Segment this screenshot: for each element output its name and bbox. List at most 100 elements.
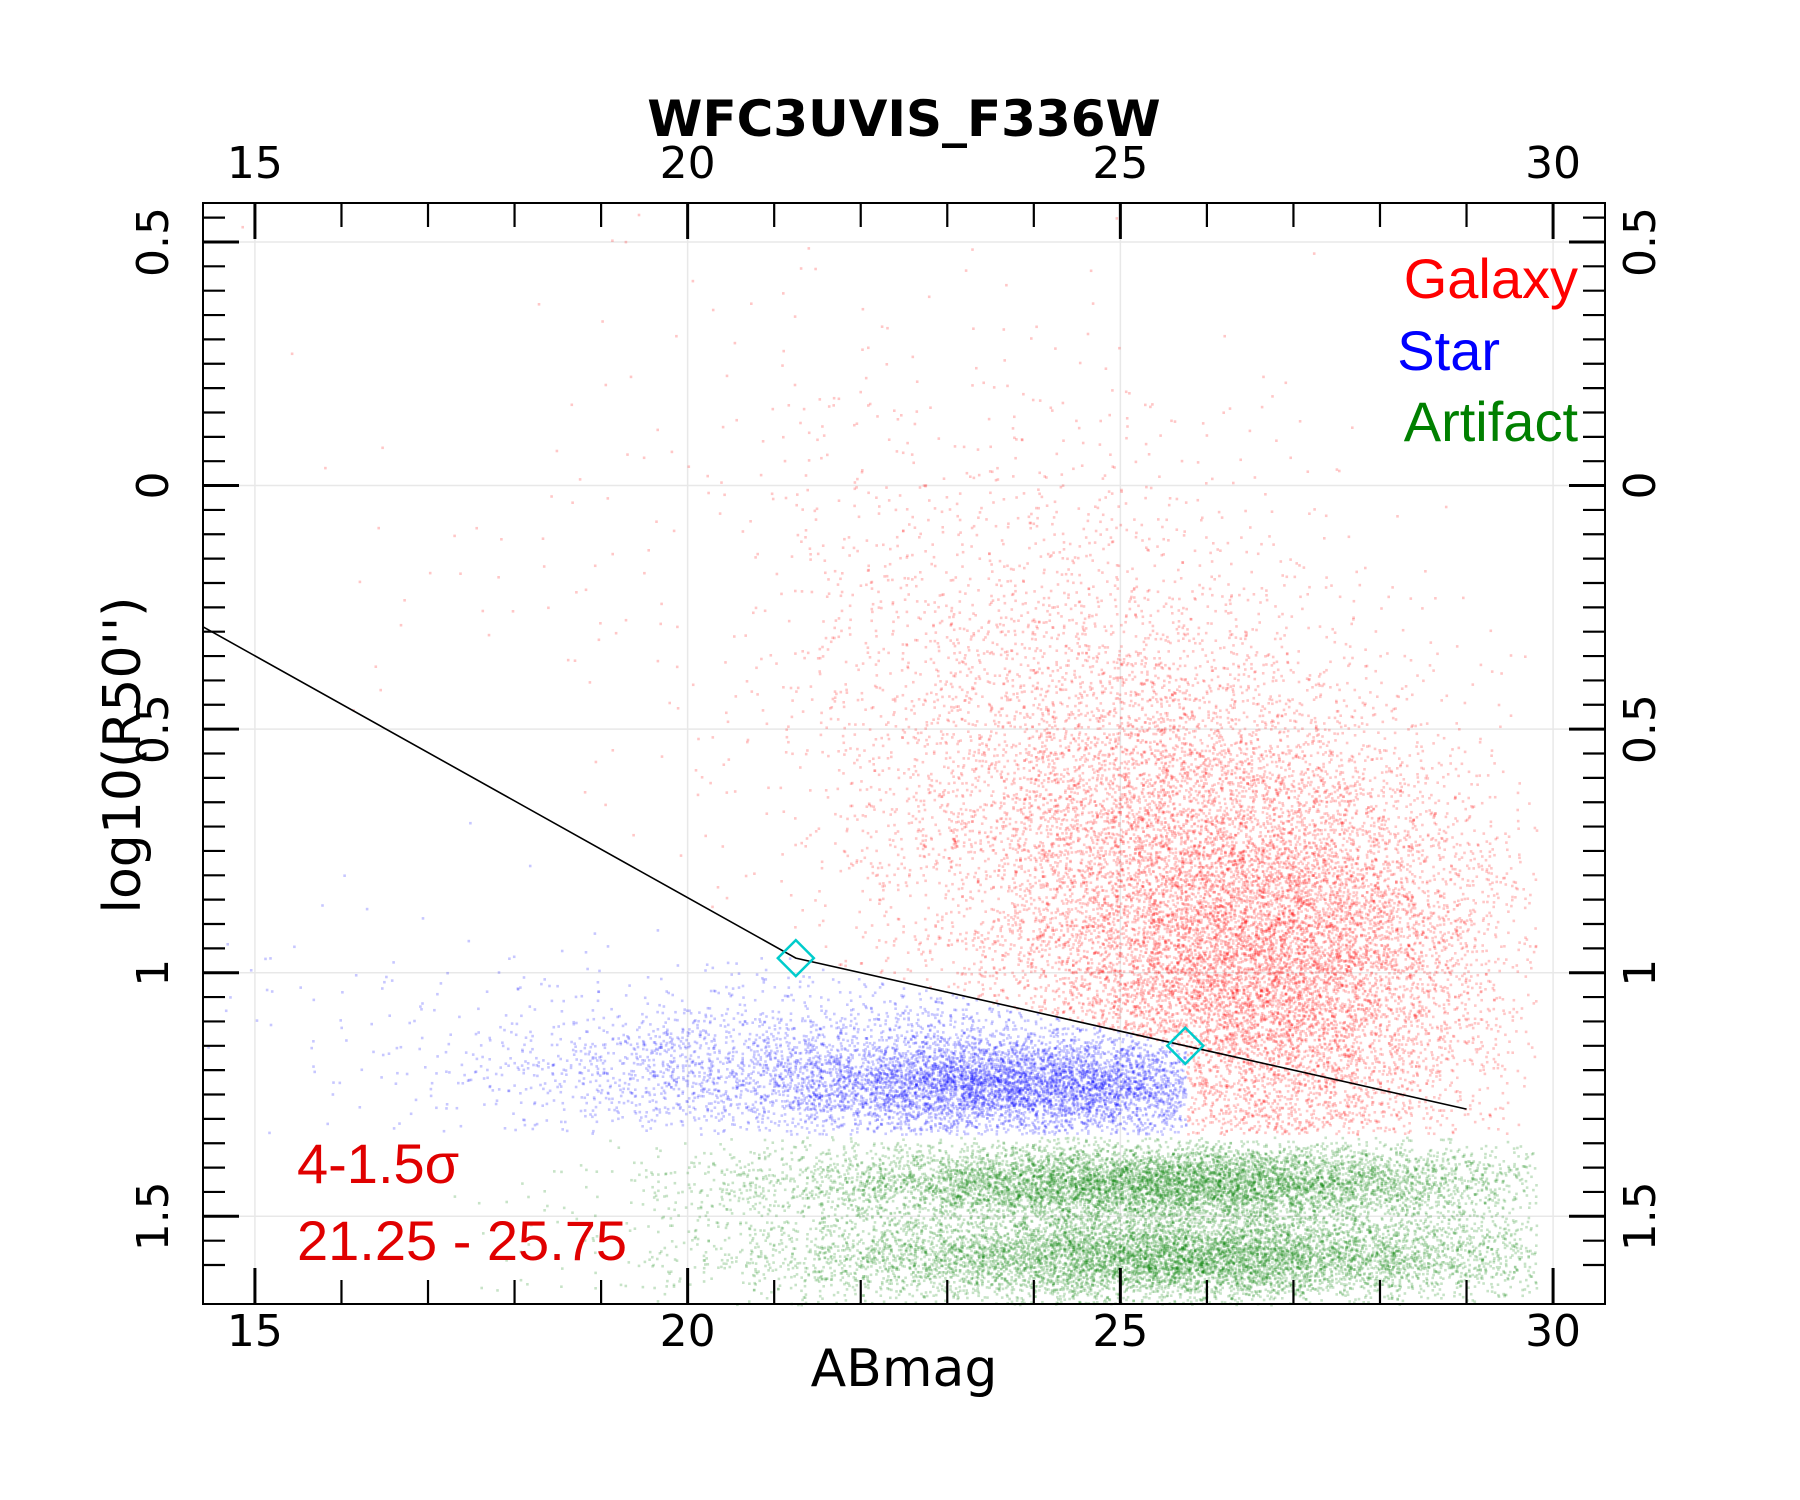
data-point bbox=[1516, 1069, 1520, 1073]
data-point bbox=[1335, 1044, 1339, 1047]
data-point bbox=[1077, 736, 1081, 740]
data-point bbox=[1353, 709, 1357, 713]
data-point bbox=[1340, 909, 1344, 913]
data-point bbox=[1348, 948, 1352, 952]
data-point bbox=[1447, 1050, 1451, 1054]
data-point bbox=[1308, 1049, 1312, 1052]
data-point bbox=[1454, 952, 1457, 955]
data-point bbox=[1166, 928, 1169, 931]
data-point bbox=[1439, 923, 1442, 927]
data-point bbox=[1253, 1080, 1256, 1083]
data-point bbox=[1379, 1085, 1382, 1089]
data-point bbox=[1227, 980, 1231, 983]
data-point bbox=[1296, 926, 1300, 930]
data-point bbox=[1091, 1000, 1095, 1003]
data-point bbox=[1146, 980, 1149, 984]
data-point bbox=[1329, 1091, 1333, 1094]
data-point bbox=[1248, 1067, 1251, 1071]
data-point bbox=[1131, 1031, 1135, 1034]
data-point bbox=[1258, 937, 1261, 940]
data-point bbox=[1284, 943, 1288, 946]
data-point bbox=[1317, 853, 1321, 857]
data-point bbox=[1207, 789, 1211, 793]
data-point bbox=[1178, 1023, 1181, 1027]
data-point bbox=[1311, 907, 1315, 910]
data-point bbox=[1277, 1095, 1281, 1098]
data-point bbox=[1226, 861, 1230, 864]
data-point bbox=[1388, 1066, 1391, 1069]
data-point bbox=[1410, 986, 1414, 990]
data-point bbox=[1348, 1073, 1351, 1077]
data-point bbox=[1261, 720, 1264, 723]
data-point bbox=[1276, 1122, 1279, 1125]
data-point bbox=[1255, 985, 1259, 988]
data-point bbox=[1177, 1025, 1181, 1029]
data-point bbox=[1490, 872, 1493, 875]
data-point bbox=[1103, 897, 1106, 901]
data-point bbox=[1455, 904, 1459, 907]
data-point bbox=[1411, 906, 1414, 910]
data-point bbox=[1151, 957, 1154, 961]
data-point bbox=[1307, 1014, 1311, 1018]
data-point bbox=[1257, 884, 1260, 888]
data-point bbox=[1269, 983, 1272, 986]
data-point bbox=[1256, 819, 1260, 822]
data-point bbox=[1259, 910, 1262, 913]
data-point bbox=[1344, 931, 1348, 934]
data-point bbox=[1229, 808, 1233, 812]
data-point bbox=[1383, 911, 1386, 915]
data-point bbox=[1285, 878, 1289, 881]
data-point bbox=[1331, 1035, 1335, 1038]
data-point bbox=[1384, 958, 1388, 962]
data-point bbox=[1223, 957, 1227, 961]
data-point bbox=[1192, 961, 1195, 965]
data-point bbox=[1072, 959, 1075, 962]
data-point bbox=[1260, 924, 1264, 927]
data-point bbox=[1475, 774, 1478, 778]
data-point bbox=[1280, 945, 1284, 949]
data-point bbox=[1231, 939, 1235, 942]
data-point bbox=[1316, 833, 1320, 836]
data-point bbox=[1472, 884, 1475, 887]
data-point bbox=[1265, 869, 1269, 873]
data-point bbox=[1146, 940, 1150, 944]
data-point bbox=[914, 737, 917, 740]
data-point bbox=[1200, 930, 1203, 934]
data-point bbox=[1429, 1023, 1432, 1027]
data-point bbox=[1218, 1095, 1222, 1098]
data-point bbox=[1226, 1050, 1230, 1054]
data-point bbox=[1455, 1062, 1459, 1066]
data-point bbox=[1294, 951, 1298, 955]
data-point bbox=[1227, 1084, 1231, 1088]
data-point bbox=[1382, 1061, 1386, 1065]
data-point bbox=[1224, 1046, 1228, 1049]
data-point bbox=[924, 964, 928, 967]
data-point bbox=[1341, 1053, 1344, 1057]
data-point bbox=[1341, 943, 1345, 947]
data-point bbox=[1321, 735, 1324, 738]
data-point bbox=[1287, 854, 1291, 857]
data-point bbox=[1347, 1098, 1351, 1102]
data-point bbox=[1041, 940, 1044, 943]
data-point bbox=[1291, 1105, 1294, 1109]
data-point bbox=[1237, 1088, 1241, 1092]
data-point bbox=[1179, 935, 1183, 939]
data-point bbox=[1215, 960, 1218, 963]
data-point bbox=[1325, 800, 1329, 804]
data-point bbox=[1339, 1101, 1342, 1104]
data-point bbox=[1310, 1100, 1313, 1103]
data-point bbox=[1096, 727, 1100, 730]
data-point bbox=[1373, 1008, 1376, 1011]
data-point bbox=[1389, 1052, 1393, 1055]
data-point bbox=[1220, 1109, 1223, 1112]
data-point bbox=[1426, 983, 1430, 987]
data-point bbox=[1401, 1107, 1405, 1111]
data-point bbox=[1268, 844, 1272, 848]
data-point bbox=[1273, 1128, 1276, 1131]
data-point bbox=[1437, 841, 1441, 844]
data-point bbox=[1388, 1044, 1392, 1047]
data-point bbox=[1256, 1013, 1260, 1016]
data-point bbox=[1369, 794, 1372, 798]
data-point bbox=[1204, 996, 1207, 1000]
data-point bbox=[1340, 910, 1344, 913]
